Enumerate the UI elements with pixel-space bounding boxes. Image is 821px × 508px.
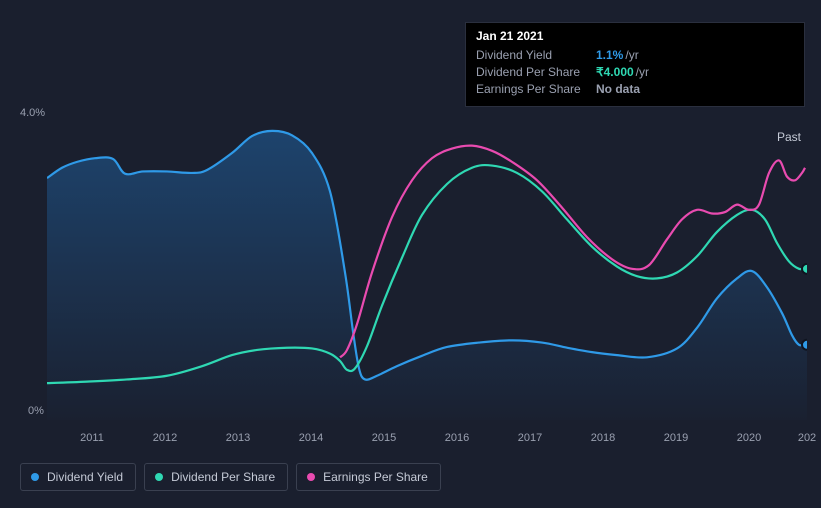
x-axis-tick-label: 2011 (80, 432, 104, 444)
tooltip-value: No data (596, 82, 640, 96)
legend-dot-icon (31, 473, 39, 481)
dividend-per-share-end-dot (802, 264, 807, 274)
x-axis-tick-label: 2013 (226, 432, 250, 444)
tooltip-unit: /yr (636, 65, 649, 79)
tooltip-label: Dividend Yield (476, 47, 596, 64)
tooltip-row-earnings-per-share: Earnings Per Share No data (476, 81, 794, 98)
chart-legend: Dividend Yield Dividend Per Share Earnin… (20, 463, 441, 491)
x-axis-tick-label: 202 (798, 432, 816, 444)
past-label: Past (777, 130, 801, 144)
x-axis-tick-label: 2020 (737, 432, 761, 444)
x-axis-tick-label: 2012 (153, 432, 177, 444)
dividend-chart: Jan 21 2021 Dividend Yield 1.1%/yr Divid… (0, 0, 821, 508)
x-axis-tick-label: 2019 (664, 432, 688, 444)
x-axis-tick-label: 2015 (372, 432, 396, 444)
legend-label: Dividend Yield (47, 470, 123, 484)
x-axis-tick-label: 2018 (591, 432, 615, 444)
legend-item-dividend-yield[interactable]: Dividend Yield (20, 463, 136, 491)
legend-label: Earnings Per Share (323, 470, 428, 484)
y-axis-min-label: 0% (28, 405, 44, 417)
x-axis-tick-label: 2014 (299, 432, 323, 444)
legend-item-earnings-per-share[interactable]: Earnings Per Share (296, 463, 441, 491)
tooltip-value: ₹4.000 (596, 65, 634, 79)
y-axis-max-label: 4.0% (20, 107, 45, 119)
tooltip-label: Earnings Per Share (476, 81, 596, 98)
legend-label: Dividend Per Share (171, 470, 275, 484)
legend-dot-icon (155, 473, 163, 481)
tooltip-label: Dividend Per Share (476, 64, 596, 81)
chart-plot[interactable] (47, 125, 807, 420)
x-axis-tick-label: 2017 (518, 432, 542, 444)
legend-item-dividend-per-share[interactable]: Dividend Per Share (144, 463, 288, 491)
tooltip-date: Jan 21 2021 (476, 29, 794, 43)
dividend-yield-end-dot (802, 340, 807, 350)
tooltip-unit: /yr (625, 48, 638, 62)
x-axis-labels: 2011 2012 2013 2014 2015 2016 2017 2018 2019 2020… (47, 432, 807, 446)
tooltip-row-dividend-yield: Dividend Yield 1.1%/yr (476, 47, 794, 64)
hover-tooltip: Jan 21 2021 Dividend Yield 1.1%/yr Divid… (465, 22, 805, 107)
tooltip-row-dividend-per-share: Dividend Per Share ₹4.000/yr (476, 64, 794, 81)
legend-dot-icon (307, 473, 315, 481)
tooltip-value: 1.1% (596, 48, 623, 62)
x-axis-tick-label: 2016 (445, 432, 469, 444)
